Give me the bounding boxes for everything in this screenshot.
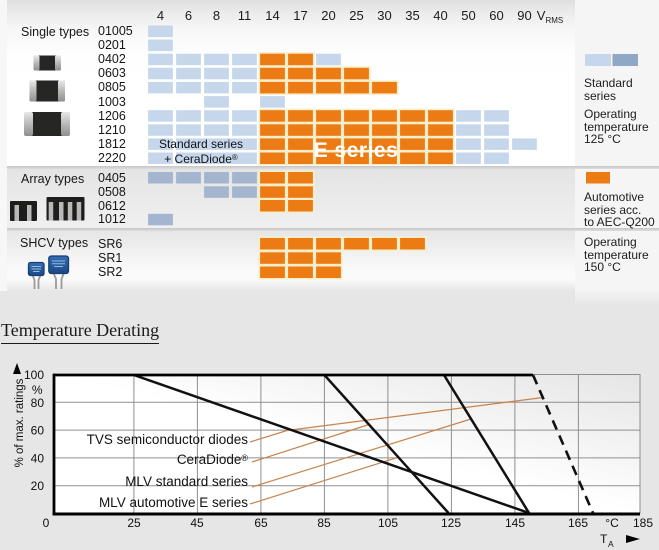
svg-text:°C: °C — [605, 516, 619, 530]
svg-text:45: 45 — [190, 516, 204, 530]
svg-text:100: 100 — [24, 368, 44, 382]
svg-text:85: 85 — [317, 516, 331, 530]
svg-text:A: A — [608, 539, 614, 549]
svg-text:%: % — [32, 383, 43, 397]
svg-text:105: 105 — [378, 516, 398, 530]
svg-text:T: T — [600, 532, 608, 546]
svg-text:80: 80 — [31, 396, 45, 410]
svg-text:0: 0 — [43, 516, 50, 530]
svg-text:20: 20 — [31, 479, 45, 493]
svg-text:165: 165 — [568, 516, 588, 530]
svg-text:145: 145 — [505, 516, 525, 530]
svg-text:60: 60 — [31, 424, 45, 438]
svg-text:65: 65 — [254, 516, 268, 530]
svg-text:185: 185 — [633, 516, 653, 530]
svg-text:125: 125 — [441, 516, 461, 530]
svg-text:25: 25 — [127, 516, 141, 530]
svg-text:40: 40 — [31, 451, 45, 465]
